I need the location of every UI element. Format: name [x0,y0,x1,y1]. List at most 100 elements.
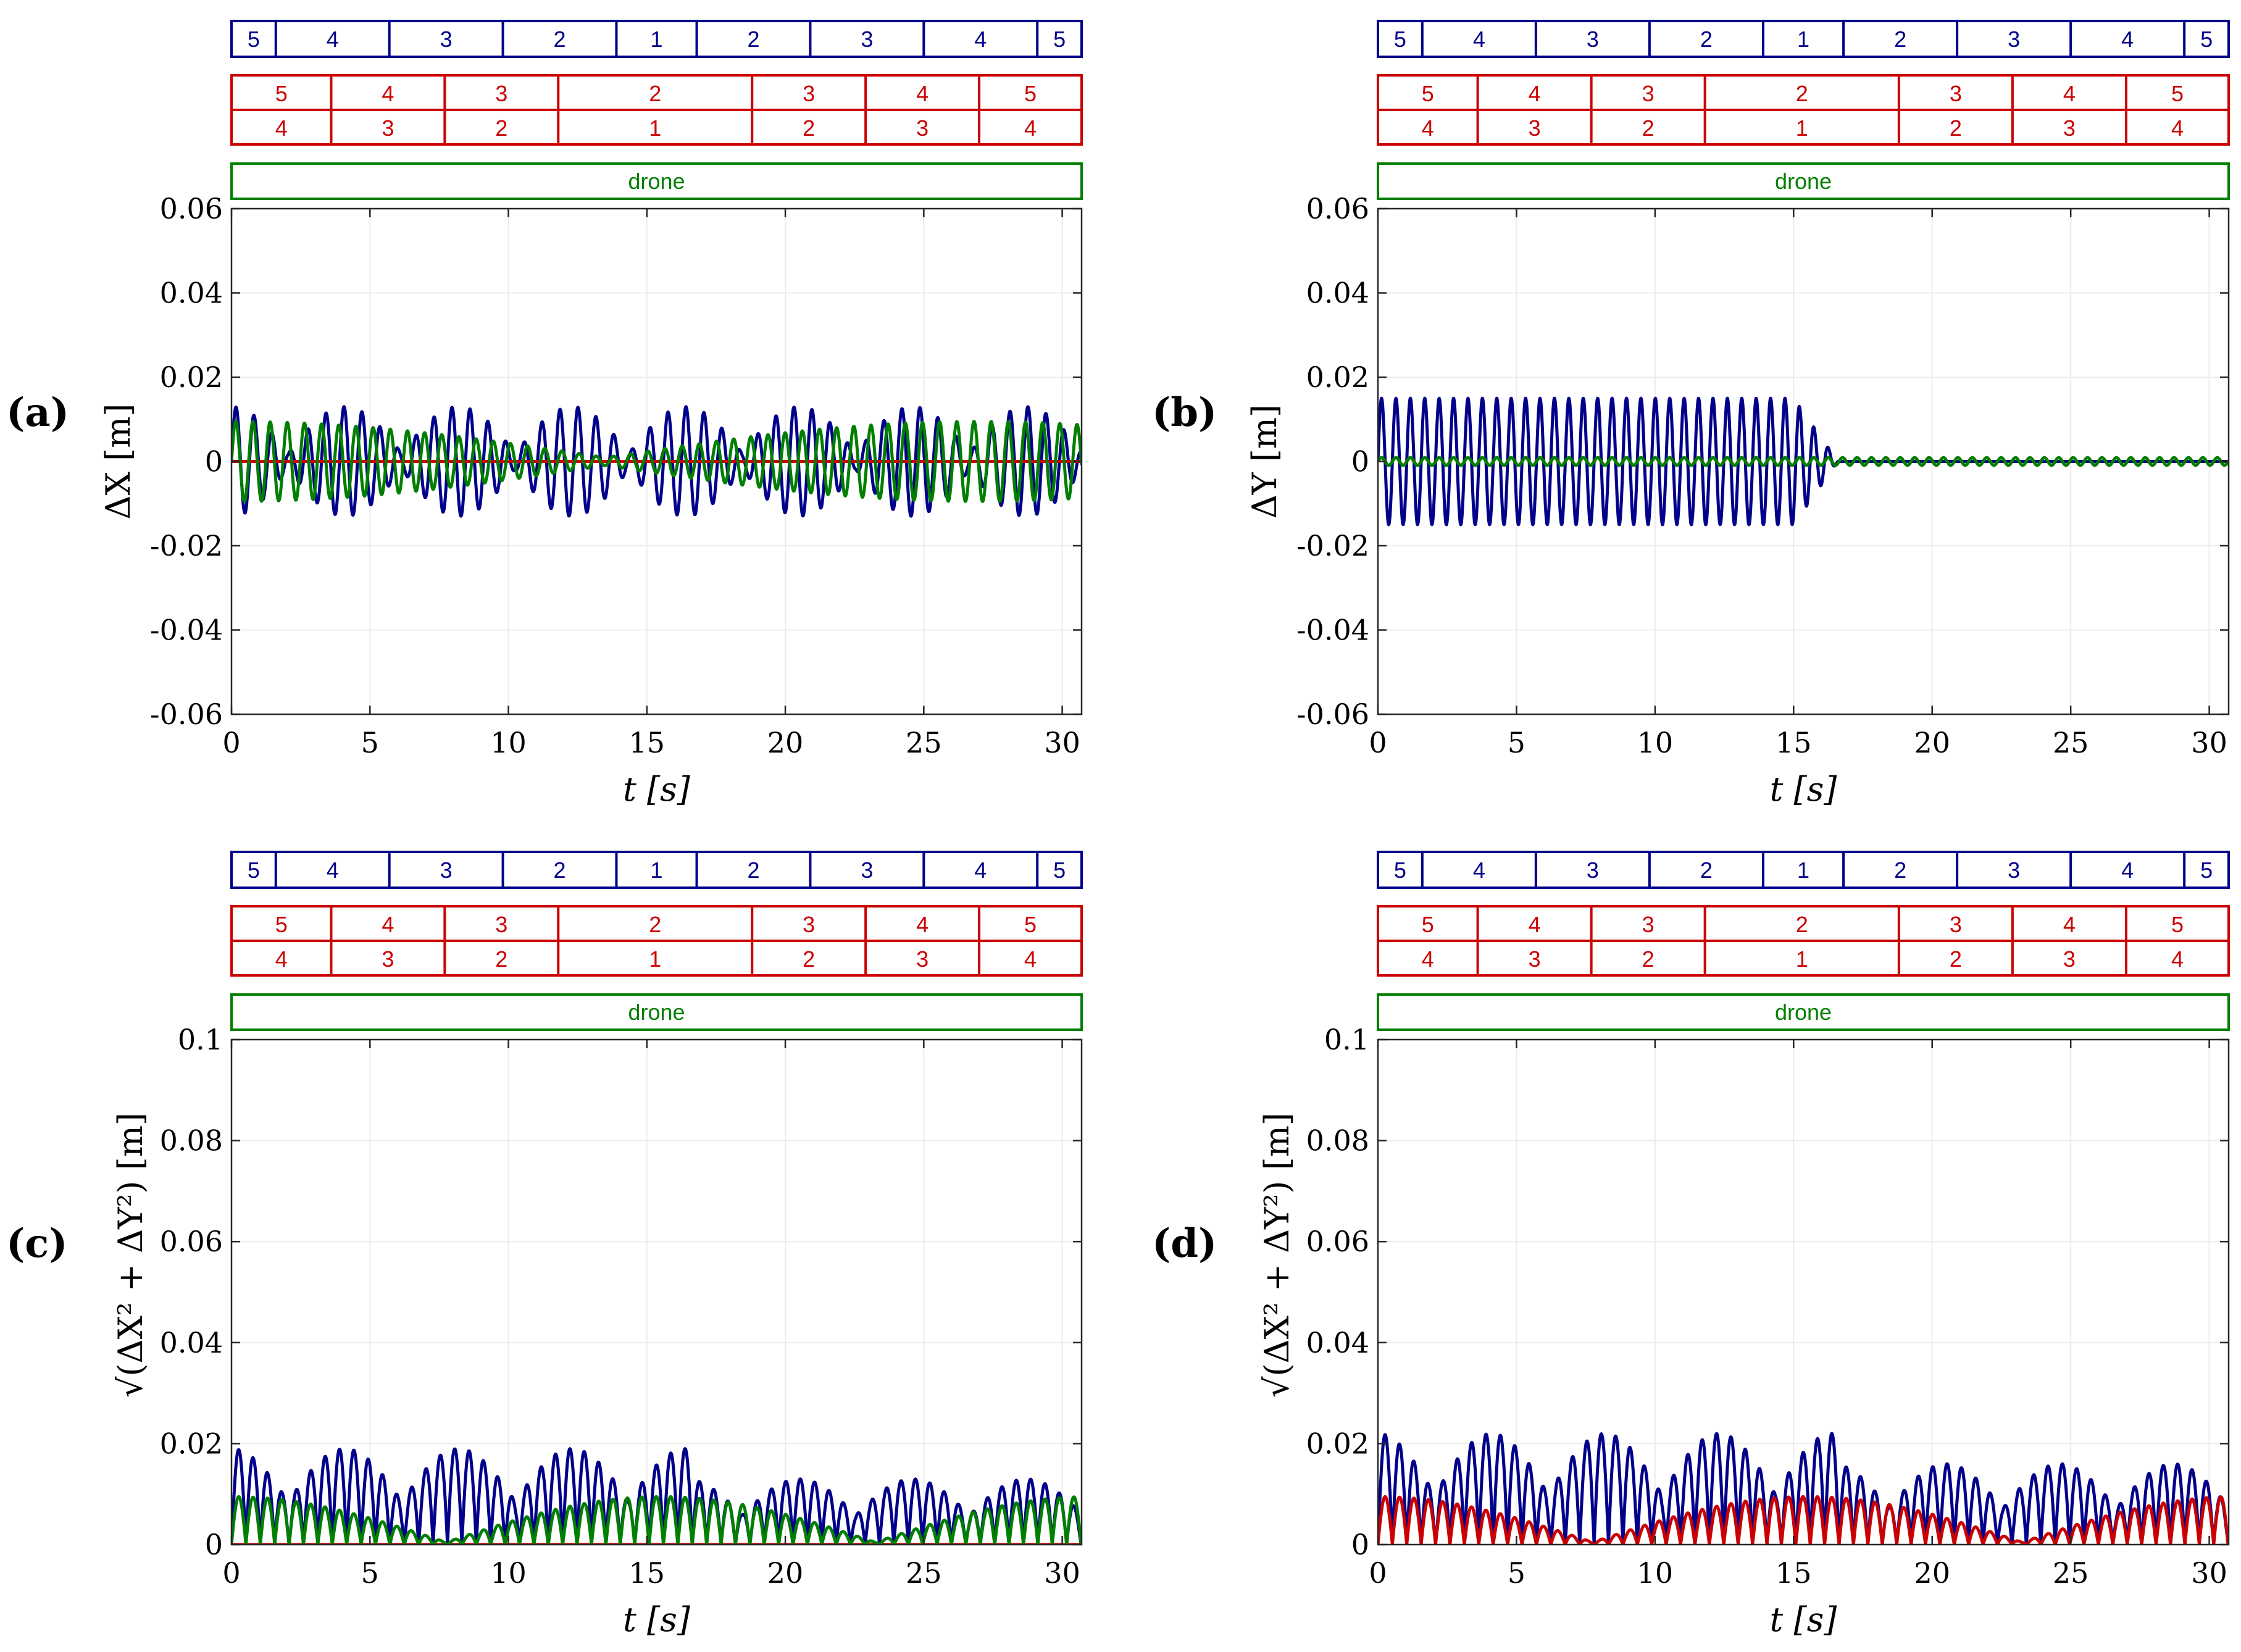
drone-strip-label: drone [628,169,685,194]
x-tick-label: 30 [1044,726,1080,759]
red-strip-label-bottom: 2 [1950,115,1962,141]
x-tick-label: 15 [629,1556,666,1590]
panel-1: 0 5 10 15 20 25 30-0.06-0.04-0.0200.020.040.06… [1152,20,2230,809]
series-group [232,405,1082,518]
x-tick-label: 15 [1776,726,1812,759]
x-tick-label: 5 [361,726,379,759]
red-strip-label-bottom: 4 [275,115,288,141]
red-strip-label-bottom: 3 [1529,946,1541,972]
red-strip-label-bottom: 1 [649,946,661,972]
panel-label: (b) [1152,390,1217,436]
x-tick-label: 25 [2053,726,2089,759]
blue-strip-label: 3 [440,857,453,883]
plot-frame [230,1038,1083,1546]
blue-strip-label: 2 [747,857,759,883]
red-strip-label-top: 3 [1950,912,1962,937]
x-tick-label: 0 [1369,1556,1387,1590]
blue-strip-label: 3 [440,27,453,52]
y-tick-label: 0.04 [1306,1326,1369,1359]
blue-strip-label: 4 [974,27,987,52]
plot-frame [1377,1038,2230,1546]
x-tick-label: 30 [2191,726,2227,759]
y-tick-label: -0.04 [150,614,223,647]
red-strip-label-top: 2 [649,912,661,937]
series-line-blue [1378,396,2229,527]
x-tick-label: 20 [767,726,804,759]
red-strip-label-top: 4 [1529,81,1541,106]
x-tick-label: 20 [1914,726,1950,759]
y-tick-label: -0.06 [1296,698,1369,731]
x-tick-label: 0 [222,1556,240,1590]
red-strip-label-bottom: 1 [1796,946,1808,972]
blue-strip-label: 2 [553,857,565,883]
red-strip-label-bottom: 2 [1642,115,1655,141]
red-strip-label-bottom: 2 [1642,946,1655,972]
blue-strip-label: 4 [974,857,987,883]
x-tick-label: 0 [1369,726,1387,759]
blue-strip-label: 3 [1587,27,1599,52]
red-strip-label-bottom: 4 [2171,946,2184,972]
series-line-red [1378,1495,2229,1545]
panel-label: (a) [6,390,69,436]
blue-strip-label: 4 [2121,27,2134,52]
red-strip-label-top: 3 [803,81,815,106]
x-tick-label: 10 [490,726,527,759]
series-line-blue [232,1447,1082,1545]
y-tick-label: 0.06 [160,1225,223,1258]
y-tick-label: 0 [1351,1528,1369,1561]
blue-strip-frame [1377,20,2230,58]
red-strip-label-bottom: 3 [916,115,929,141]
blue-strip-label: 3 [861,27,873,52]
y-tick-label: -0.04 [1296,614,1369,647]
y-tick-label: 0.1 [178,1023,223,1056]
red-strip-label-top: 4 [916,912,929,937]
y-tick-label: 0.04 [1306,277,1369,310]
red-strip-label-top: 3 [1642,81,1655,106]
series-line-green [1378,456,2229,467]
x-tick-label: 25 [2053,1556,2089,1590]
x-tick-label: 25 [906,1556,942,1590]
red-strip-label-top: 2 [1796,81,1808,106]
y-tick-label: 0.02 [160,361,223,394]
series-group [1378,396,2229,527]
red-strip-label-bottom: 2 [495,946,507,972]
red-strip-label-top: 5 [1024,912,1037,937]
red-strip-label-bottom: 2 [803,115,815,141]
blue-strip-label: 2 [1894,857,1906,883]
blue-strip-label: 5 [2200,27,2213,52]
y-tick-label: 0.02 [1306,361,1369,394]
red-strip-label-top: 3 [1950,81,1962,106]
x-axis-label: t [s] [623,770,691,809]
blue-strip-label: 5 [1394,857,1406,883]
x-tick-label: 5 [1508,726,1525,759]
blue-strip-label: 3 [1587,857,1599,883]
y-tick-label: -0.02 [150,529,223,562]
red-strip-label-top: 5 [2171,81,2184,106]
blue-strip-label: 2 [747,27,759,52]
x-tick-label: 15 [1776,1556,1812,1590]
x-axis-label: t [s] [1770,1600,1838,1639]
y-axis-label: ΔY [m] [1245,404,1284,519]
blue-strip-label: 4 [1473,857,1485,883]
red-strip-label-top: 4 [2063,81,2076,106]
red-strip-label-top: 5 [275,81,288,106]
red-strip-label-top: 4 [916,81,929,106]
drone-strip-frame [1377,993,2230,1031]
red-strip-label-top: 5 [1422,81,1434,106]
y-tick-label: 0.06 [1306,192,1369,225]
x-tick-label: 20 [767,1556,804,1590]
red-strip-label-bottom: 3 [2063,946,2076,972]
red-strip-label-bottom: 3 [382,946,394,972]
y-tick-label: 0.06 [1306,1225,1369,1258]
blue-strip-label: 4 [327,27,339,52]
y-tick-label: 0.02 [1306,1427,1369,1460]
y-tick-label: 0.1 [1324,1023,1369,1056]
drone-strip-label: drone [1775,169,1832,194]
x-tick-label: 30 [2191,1556,2227,1590]
blue-strip-label: 4 [327,857,339,883]
y-axis-label: √(ΔX² + ΔY²) [m] [1258,1112,1296,1398]
series-group [1378,1432,2229,1545]
red-strip-label-top: 4 [2063,912,2076,937]
panel-label: (c) [6,1220,68,1267]
